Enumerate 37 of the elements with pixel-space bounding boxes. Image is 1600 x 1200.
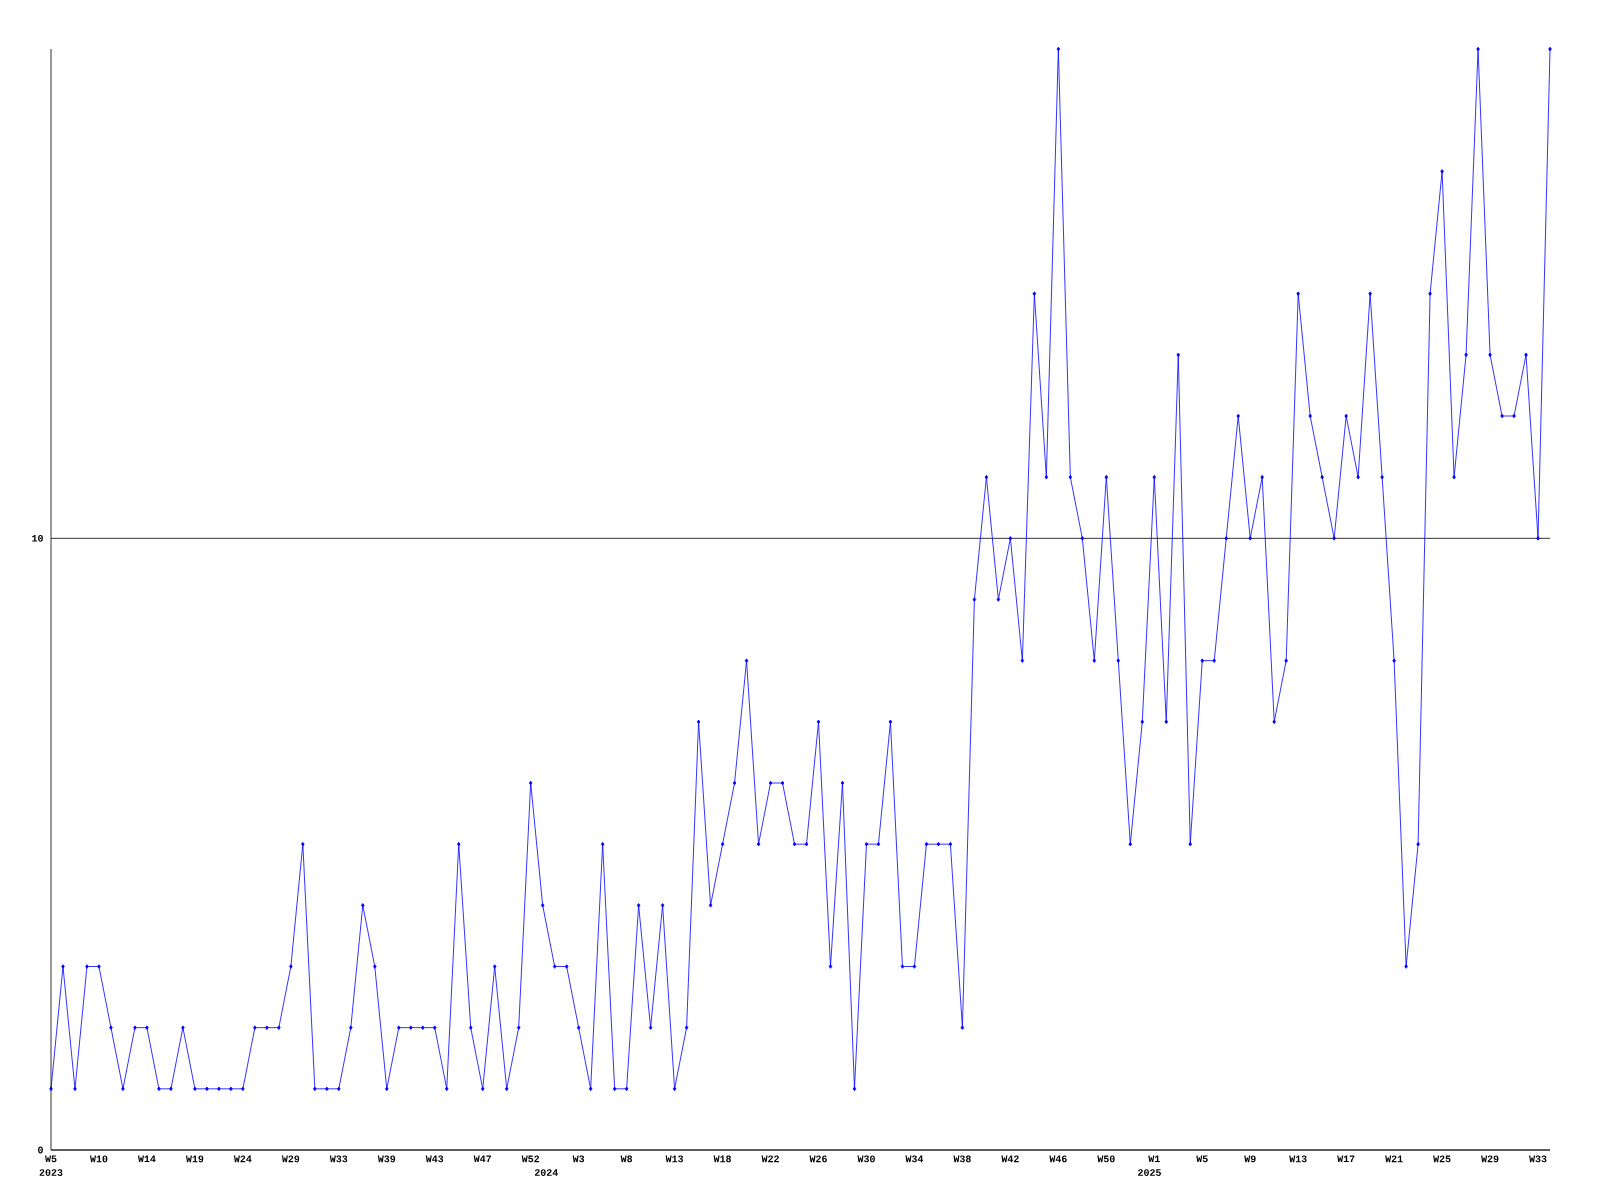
x-tick-label: W21 [1385, 1155, 1403, 1163]
x-tick-label: W5 [45, 1155, 57, 1163]
x-tick-label: W43 [425, 1155, 444, 1163]
y-tick-label: 10 [32, 534, 43, 542]
x-tick-label: W14 [137, 1155, 156, 1163]
x-tick-label: W46 [1049, 1155, 1067, 1163]
text: 2023 [39, 1169, 63, 1176]
x-tick-label: W19 [185, 1155, 204, 1163]
x-tick-label: W3 [572, 1155, 585, 1163]
x-tick-label: W8 [620, 1155, 633, 1163]
x-tick-label: W33 [329, 1155, 348, 1163]
x-tick-label: W47 [473, 1155, 492, 1163]
x-tick-label: W24 [233, 1155, 252, 1163]
x-tick-label: W29 [281, 1155, 300, 1163]
x-tick-label: W22 [761, 1155, 779, 1163]
x-tick-label: W5 [1196, 1155, 1208, 1163]
x-tick-label: W29 [1481, 1155, 1499, 1163]
x-tick-label: W13 [1289, 1155, 1307, 1163]
x-tick-label: W18 [713, 1155, 732, 1163]
x-tick-label: W39 [377, 1155, 396, 1163]
x-tick-label: W50 [1097, 1155, 1115, 1163]
x-tick-label: W38 [953, 1155, 971, 1163]
x-tick-label: W34 [905, 1155, 924, 1163]
x-tick-label: W10 [90, 1155, 108, 1163]
y-tick-label: 0 [38, 1146, 43, 1154]
x-tick-label: W26 [809, 1155, 827, 1163]
x-tick-label: W13 [665, 1155, 684, 1163]
x-tick-label: W17 [1337, 1155, 1355, 1163]
text: 2024 [534, 1169, 558, 1176]
x-tick-label: W1 [1148, 1155, 1160, 1163]
text: 2025 [1138, 1169, 1161, 1176]
x-tick-label: W42 [1001, 1155, 1019, 1163]
x-tick-label: W33 [1529, 1155, 1547, 1163]
x-tick-label: W9 [1244, 1155, 1256, 1163]
x-tick-label: W25 [1433, 1155, 1451, 1163]
x-tick-label: W30 [857, 1155, 875, 1163]
x-tick-label: W52 [521, 1155, 540, 1163]
